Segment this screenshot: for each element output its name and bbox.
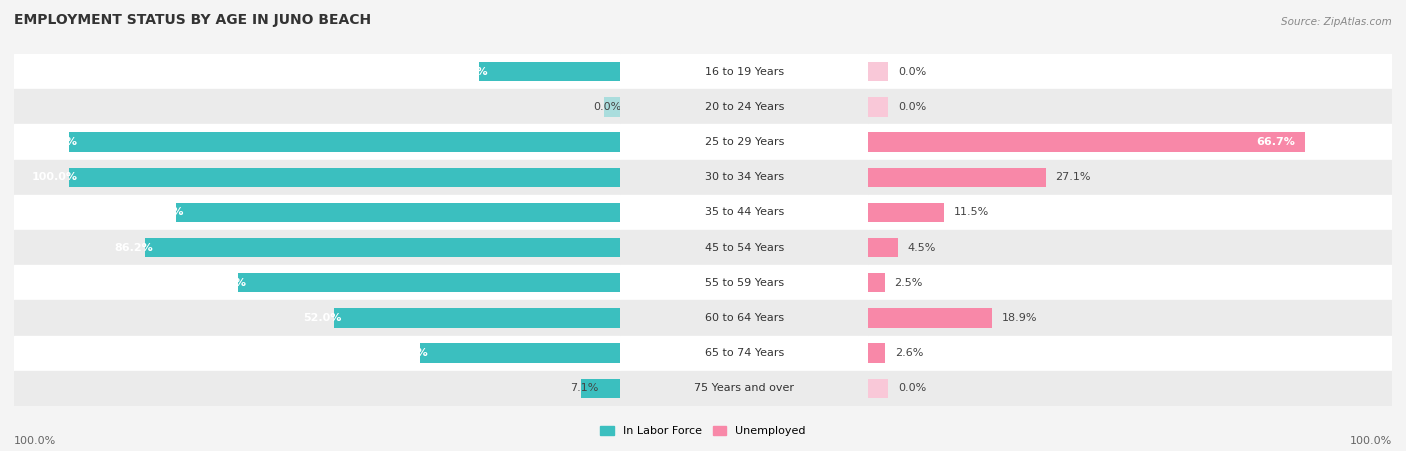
Text: 25.6%: 25.6%	[449, 67, 488, 77]
Bar	[869, 168, 1046, 187]
Text: 0.0%: 0.0%	[898, 383, 927, 393]
Bar	[333, 308, 620, 327]
Bar	[145, 238, 620, 257]
Text: 7.1%: 7.1%	[571, 383, 599, 393]
Bar	[14, 371, 620, 406]
Bar	[620, 195, 869, 230]
Text: Source: ZipAtlas.com: Source: ZipAtlas.com	[1281, 17, 1392, 27]
Bar	[620, 54, 869, 89]
Bar	[620, 160, 869, 195]
Text: 36.4%: 36.4%	[389, 348, 427, 358]
Text: 0.0%: 0.0%	[593, 102, 621, 112]
Text: 100.0%: 100.0%	[31, 137, 77, 147]
Bar	[69, 168, 620, 187]
Bar	[869, 238, 898, 257]
Bar	[14, 54, 620, 89]
Text: 75 Years and over: 75 Years and over	[695, 383, 794, 393]
Bar	[620, 300, 869, 336]
Text: 100.0%: 100.0%	[31, 172, 77, 182]
Bar	[620, 336, 869, 371]
Text: 69.4%: 69.4%	[207, 278, 246, 288]
Text: 52.0%: 52.0%	[304, 313, 342, 323]
Bar	[869, 371, 1392, 406]
Text: 66.7%: 66.7%	[1256, 137, 1295, 147]
Bar	[620, 89, 869, 124]
Bar	[14, 89, 620, 124]
Bar	[603, 97, 620, 116]
Bar	[176, 203, 620, 222]
Bar	[420, 344, 620, 363]
Legend: In Labor Force, Unemployed: In Labor Force, Unemployed	[596, 422, 810, 441]
Bar	[479, 62, 620, 81]
Text: 0.0%: 0.0%	[898, 67, 927, 77]
Bar	[869, 54, 1392, 89]
Text: EMPLOYMENT STATUS BY AGE IN JUNO BEACH: EMPLOYMENT STATUS BY AGE IN JUNO BEACH	[14, 13, 371, 27]
Text: 25 to 29 Years: 25 to 29 Years	[704, 137, 785, 147]
Bar	[581, 379, 620, 398]
Bar	[869, 195, 1392, 230]
Bar	[14, 230, 620, 265]
Text: 2.5%: 2.5%	[894, 278, 922, 288]
Bar	[620, 265, 869, 300]
Bar	[620, 124, 869, 160]
Text: 65 to 74 Years: 65 to 74 Years	[704, 348, 785, 358]
Bar	[869, 273, 884, 292]
Text: 55 to 59 Years: 55 to 59 Years	[704, 278, 785, 288]
Bar	[238, 273, 620, 292]
Text: 35 to 44 Years: 35 to 44 Years	[704, 207, 785, 217]
Bar	[869, 203, 943, 222]
Bar	[14, 300, 620, 336]
Bar	[869, 336, 1392, 371]
Bar	[14, 195, 620, 230]
Bar	[14, 124, 620, 160]
Bar	[869, 97, 889, 116]
Text: 11.5%: 11.5%	[953, 207, 988, 217]
Bar	[869, 89, 1392, 124]
Text: 27.1%: 27.1%	[1056, 172, 1091, 182]
Bar	[869, 124, 1392, 160]
Text: 18.9%: 18.9%	[1002, 313, 1038, 323]
Bar	[869, 300, 1392, 336]
Bar	[869, 230, 1392, 265]
Bar	[14, 336, 620, 371]
Bar	[869, 265, 1392, 300]
Text: 100.0%: 100.0%	[14, 437, 56, 446]
Text: 45 to 54 Years: 45 to 54 Years	[704, 243, 785, 253]
Text: 86.2%: 86.2%	[115, 243, 153, 253]
Bar	[620, 371, 869, 406]
Text: 4.5%: 4.5%	[908, 243, 936, 253]
Bar	[869, 62, 889, 81]
Text: 100.0%: 100.0%	[1350, 437, 1392, 446]
Bar	[14, 160, 620, 195]
Text: 80.7%: 80.7%	[145, 207, 184, 217]
Bar	[869, 379, 889, 398]
Text: 60 to 64 Years: 60 to 64 Years	[704, 313, 785, 323]
Bar	[869, 160, 1392, 195]
Text: 0.0%: 0.0%	[898, 102, 927, 112]
Text: 30 to 34 Years: 30 to 34 Years	[704, 172, 785, 182]
Bar	[14, 265, 620, 300]
Bar	[69, 133, 620, 152]
Bar	[869, 344, 886, 363]
Text: 2.6%: 2.6%	[896, 348, 924, 358]
Text: 16 to 19 Years: 16 to 19 Years	[704, 67, 785, 77]
Bar	[620, 230, 869, 265]
Bar	[869, 133, 1305, 152]
Text: 20 to 24 Years: 20 to 24 Years	[704, 102, 785, 112]
Bar	[869, 308, 993, 327]
